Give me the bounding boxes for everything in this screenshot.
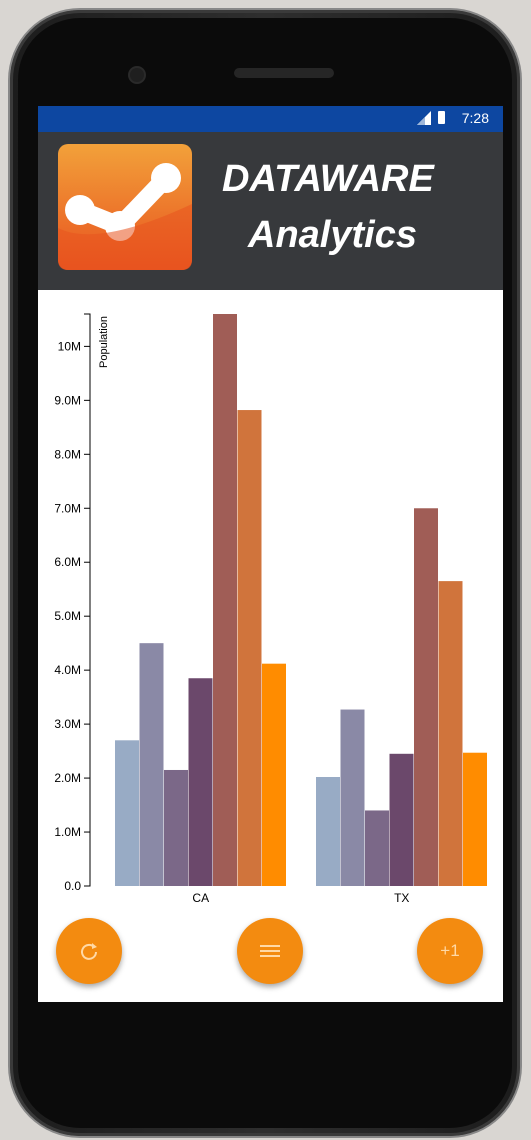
bar-tx-series-5 [414, 508, 438, 886]
bar-tx-series-1 [316, 776, 340, 886]
x-tick-label-tx: TX [394, 891, 409, 905]
menu-icon [260, 945, 280, 957]
bar-tx-series-3 [365, 810, 389, 886]
y-axis-title: Population [98, 316, 110, 368]
bar-ca-series-1 [115, 740, 139, 886]
bar-tx-series-7 [463, 752, 487, 886]
bar-ca-series-2 [139, 643, 164, 886]
refresh-button[interactable] [56, 918, 122, 984]
brand-title: DATAWARE [222, 158, 434, 200]
menu-button[interactable] [237, 918, 303, 984]
y-tick-label: 0.0 [64, 879, 81, 893]
app-logo [58, 144, 192, 270]
y-axis-line [84, 313, 91, 887]
y-tick-label: 9.0M [54, 393, 81, 407]
bar-tx-series-4 [389, 753, 414, 886]
app-screen: 7:28 DATAWARE Analytics 0.0 1.0M 2.0M 3.0M 4… [38, 106, 503, 1002]
bar-ca-series-7 [262, 663, 286, 886]
status-bar: 7:28 [38, 106, 503, 132]
status-time: 7:28 [461, 110, 489, 126]
bar-ca-series-5 [213, 314, 237, 886]
bar-ca-series-4 [188, 678, 213, 886]
y-tick-label: 2.0M [54, 771, 81, 785]
bar-tx-series-6 [438, 581, 463, 886]
front-camera [130, 68, 144, 82]
plus-one-button[interactable]: +1 [417, 918, 483, 984]
bar-tx-series-2 [340, 709, 365, 886]
y-tick-label: 5.0M [54, 609, 81, 623]
x-tick-label-ca: CA [192, 891, 209, 905]
bar-ca-series-3 [164, 769, 188, 886]
y-tick-label: 3.0M [54, 717, 81, 731]
y-tick-label: 8.0M [54, 447, 81, 461]
y-tick-label: 10M [58, 339, 81, 353]
y-tick-label: 1.0M [54, 825, 81, 839]
signal-icon [417, 111, 431, 125]
refresh-icon [81, 943, 97, 960]
y-tick-label: 4.0M [54, 663, 81, 677]
population-bar-chart: 0.0 1.0M 2.0M 3.0M 4.0M 5.0M 6.0M 7.0M 8.0M 9.0M 1… [54, 313, 487, 905]
battery-icon [438, 111, 445, 124]
bar-ca-series-6 [237, 410, 262, 886]
brand-subtitle: Analytics [248, 214, 417, 256]
y-tick-label: 7.0M [54, 501, 81, 515]
y-tick-label: 6.0M [54, 555, 81, 569]
app-header: DATAWARE Analytics [38, 132, 503, 290]
earpiece-speaker [234, 68, 334, 78]
